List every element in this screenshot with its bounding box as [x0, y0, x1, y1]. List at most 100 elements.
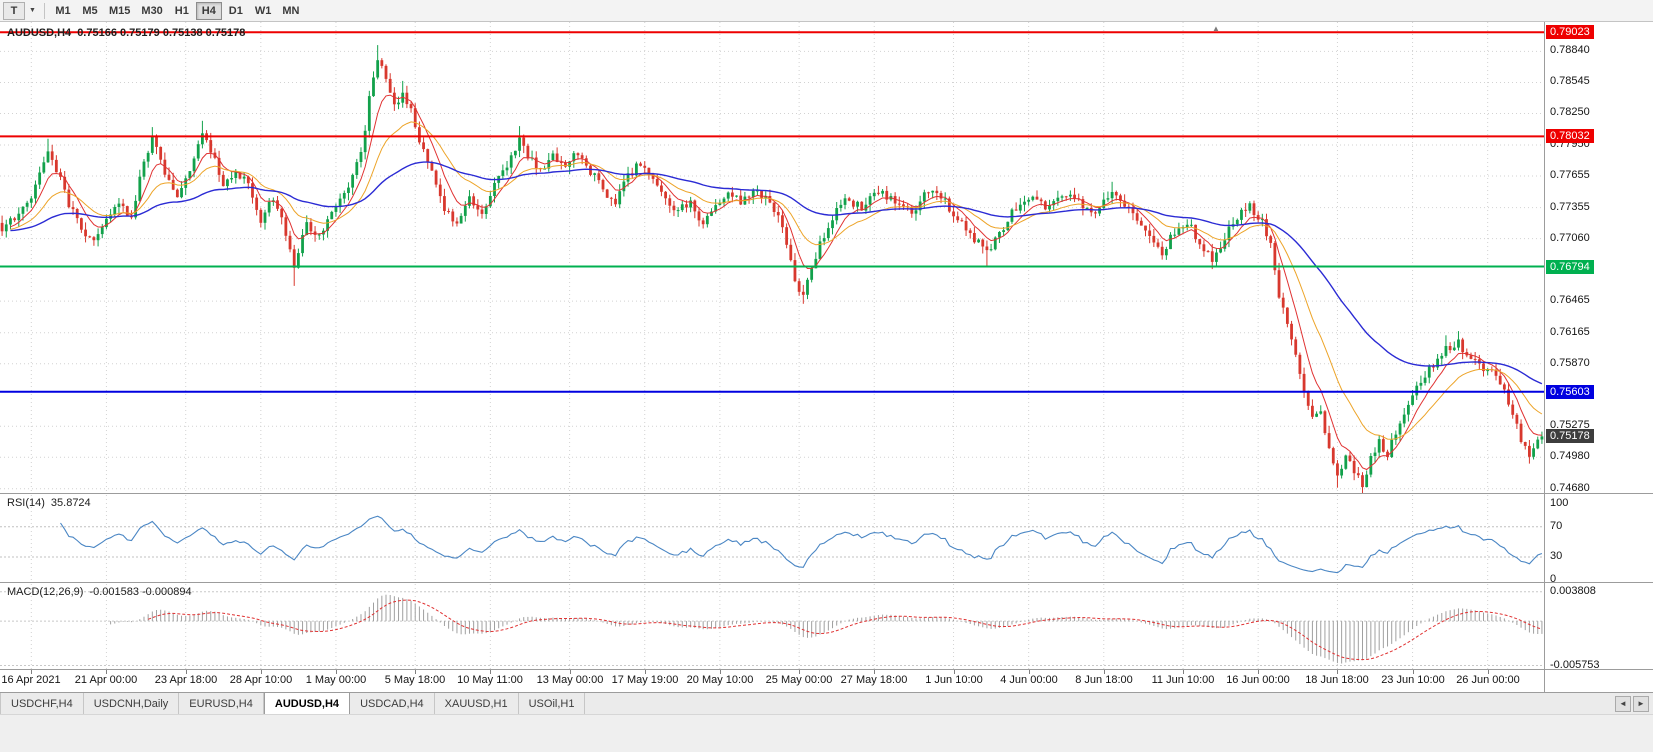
tab-EURUSD-H4[interactable]: EURUSD,H4: [179, 693, 264, 714]
time-axis-tick: [954, 670, 955, 674]
tabs-scroll-right-button[interactable]: ►: [1633, 695, 1649, 712]
macd-signal-line: [148, 599, 1543, 661]
tabs-scroll-left-button[interactable]: ◄: [1615, 695, 1631, 712]
rsi-label: RSI(14) 35.8724: [7, 497, 91, 509]
price-tick: 0.77655: [1550, 169, 1590, 181]
time-axis-label: 20 May 10:00: [686, 674, 754, 686]
chart-type-icon: T: [10, 4, 18, 17]
current-price-badge: 0.75178: [1546, 429, 1594, 443]
chart-type-button[interactable]: T: [3, 1, 25, 20]
panel-divider[interactable]: [0, 582, 1653, 583]
rsi-axis-label: 0: [1550, 573, 1557, 585]
time-axis-tick: [415, 670, 416, 674]
time-axis-label: 13 May 00:00: [536, 674, 604, 686]
time-axis-tick: [1104, 670, 1105, 674]
time-axis-tick: [1413, 670, 1414, 674]
chart-tabs: USDCHF,H4 USDCNH,Daily EURUSD,H4 AUDUSD,H4 U…: [0, 693, 586, 714]
timeframe-button-D1[interactable]: D1: [228, 4, 243, 17]
tab-USDCNH-Daily[interactable]: USDCNH,Daily: [84, 693, 180, 714]
rsi-value: 35.8724: [50, 497, 91, 509]
time-axis-tick: [106, 670, 107, 674]
macd-axis-top-label: 0.003808: [1550, 585, 1596, 597]
tab-USDCAD-H4[interactable]: USDCAD,H4: [350, 693, 435, 714]
time-axis-label: 5 May 18:00: [384, 674, 446, 686]
rsi-axis-label: 100: [1550, 497, 1569, 509]
time-axis-label: 16 Apr 2021: [1, 674, 61, 686]
time-axis-tick: [1488, 670, 1489, 674]
price-tick: 0.77060: [1550, 232, 1590, 244]
moving-average-lines: [10, 94, 1543, 471]
price-tick: 0.75870: [1550, 357, 1590, 369]
chart-title: AUDUSD,H4 0.75166 0.75179 0.75138 0.75178: [7, 27, 245, 39]
chart-type-dropdown-button[interactable]: ▼: [26, 2, 39, 20]
time-axis-label: 1 May 00:00: [305, 674, 367, 686]
main-chart-canvas[interactable]: [0, 22, 1544, 493]
rsi-axis-label: 70: [1550, 520, 1563, 532]
rsi-panel-canvas[interactable]: [0, 495, 1544, 582]
price-tick: 0.76465: [1550, 294, 1590, 306]
time-axis-tick: [261, 670, 262, 674]
tab-USDCHF-H4[interactable]: USDCHF,H4: [0, 693, 84, 714]
timeframe-button-W1[interactable]: W1: [254, 4, 272, 17]
rsi-axis-label: 30: [1550, 550, 1563, 562]
time-axis-label: 8 Jun 18:00: [1075, 674, 1133, 686]
tab-AUDUSD-H4[interactable]: AUDUSD,H4: [263, 693, 351, 714]
macd-panel-canvas[interactable]: [0, 584, 1544, 669]
price-tick: 0.74680: [1550, 482, 1590, 494]
timeframe-button-H1[interactable]: H1: [174, 4, 189, 17]
timeframe-button-M5[interactable]: M5: [82, 4, 98, 17]
time-axis-tick: [31, 670, 32, 674]
price-tick: 0.74980: [1550, 450, 1590, 462]
time-axis-label: 10 May 11:00: [457, 674, 523, 686]
top-toolbar: T ▼ M1 M5 M15 M30 H1 H4 D1 W1 MN: [0, 0, 1653, 22]
macd-axis-bottom-label: -0.005753: [1550, 659, 1600, 671]
price-tick: 0.75275: [1550, 419, 1590, 431]
time-axis-label: 28 Apr 10:00: [229, 674, 293, 686]
hline-price-badge: 0.79023: [1546, 25, 1594, 39]
time-axis-tick: [1337, 670, 1338, 674]
timeframe-button-H4[interactable]: H4: [195, 1, 222, 20]
price-tick: 0.76165: [1550, 326, 1590, 338]
rsi-name: RSI(14): [7, 497, 45, 509]
timeframe-button-M15[interactable]: M15: [109, 4, 131, 17]
hline-price-badge: 0.75603: [1546, 385, 1594, 399]
tab-USOil-H1[interactable]: USOil,H1: [519, 693, 586, 714]
time-axis-tick: [490, 670, 491, 674]
chart-tab-bar: USDCHF,H4 USDCNH,Daily EURUSD,H4 AUDUSD,H4 U…: [0, 692, 1653, 714]
rsi-line: [60, 515, 1543, 574]
price-tick: 0.78840: [1550, 44, 1590, 56]
price-tick: 0.78545: [1550, 75, 1590, 87]
status-area: [0, 714, 1653, 752]
timeframe-button-M1[interactable]: M1: [55, 4, 71, 17]
time-axis-tick: [645, 670, 646, 674]
time-axis-label: 16 Jun 00:00: [1226, 674, 1290, 686]
hline-price-badge: 0.78032: [1546, 129, 1594, 143]
time-axis-label: 17 May 19:00: [611, 674, 679, 686]
caret-down-icon: ▼: [29, 7, 36, 14]
time-axis-label: 4 Jun 00:00: [1000, 674, 1058, 686]
time-axis-label: 18 Jun 18:00: [1305, 674, 1369, 686]
time-axis-label: 1 Jun 10:00: [925, 674, 983, 686]
price-axis-border: [1544, 22, 1545, 692]
macd-label: MACD(12,26,9) -0.001583 -0.000894: [7, 586, 192, 598]
macd-values: -0.001583 -0.000894: [89, 586, 192, 598]
time-axis-label: 27 May 18:00: [840, 674, 908, 686]
time-axis-label: 21 Apr 00:00: [74, 674, 138, 686]
time-axis-tick: [1258, 670, 1259, 674]
timeframe-group: M1 M5 M15 M30 H1 H4 D1 W1 MN: [50, 1, 304, 20]
macd-histogram: [110, 594, 1543, 664]
time-axis-tick: [186, 670, 187, 674]
time-axis-tick: [799, 670, 800, 674]
tab-XAUUSD-H1[interactable]: XAUUSD,H1: [435, 693, 519, 714]
panel-divider[interactable]: [0, 493, 1653, 494]
chart-shift-marker-icon[interactable]: ▲: [1212, 24, 1220, 33]
timeframe-button-M30[interactable]: M30: [141, 4, 163, 17]
time-axis-label: 26 Jun 00:00: [1456, 674, 1520, 686]
time-axis-tick: [1183, 670, 1184, 674]
chart-symbol-label: AUDUSD,H4: [7, 27, 72, 39]
time-axis-tick: [874, 670, 875, 674]
time-axis-label: 23 Jun 10:00: [1381, 674, 1445, 686]
timeframe-button-MN[interactable]: MN: [282, 4, 300, 17]
time-axis-tick: [720, 670, 721, 674]
hline-price-badge: 0.76794: [1546, 260, 1594, 274]
